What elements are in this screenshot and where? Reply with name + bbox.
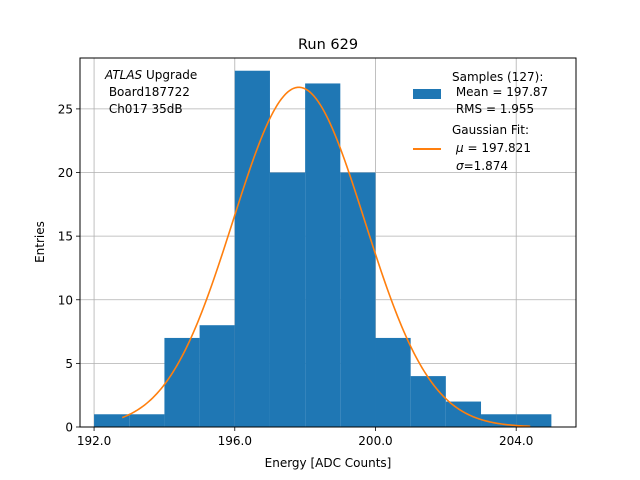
x-axis-label: Energy [ADC Counts] [265, 456, 392, 470]
annotation-line-2: Board187722 [105, 85, 190, 99]
annotation-line-3: Ch017 35dB [105, 102, 183, 116]
histogram-bar-6 [305, 83, 341, 427]
legend-histogram-title: Samples (127): [452, 70, 543, 84]
histogram-bar-8 [375, 337, 411, 427]
x-axis-ticks: 192.0 196.0 200.0 204.0 [77, 427, 533, 448]
annotation-line-1: ATLAS Upgrade [104, 68, 197, 82]
x-tick-label-3: 204.0 [499, 434, 533, 448]
histogram-bar-12 [516, 414, 552, 427]
histogram-bar-2 [164, 337, 200, 427]
y-tick-label-4: 20 [58, 166, 73, 180]
y-tick-label-1: 5 [65, 357, 73, 371]
y-tick-label-5: 25 [58, 102, 73, 116]
legend-fit-mu: μ = 197.821 [455, 141, 531, 155]
legend-sigma-value: =1.874 [464, 159, 508, 173]
x-tick-label-2: 200.0 [358, 434, 392, 448]
legend-sigma-symbol: σ [456, 159, 464, 173]
histogram-bar-3 [199, 325, 235, 427]
histogram-bar-10 [445, 401, 482, 427]
annotation-atlas: ATLAS [104, 68, 143, 82]
fit-curve [121, 86, 531, 428]
y-axis-label: Entries [33, 221, 47, 263]
annotation-upgrade: Upgrade [142, 68, 197, 82]
legend: Samples (127): Mean = 197.87 RMS = 1.955… [413, 70, 548, 173]
chart-title: Run 629 [298, 37, 358, 53]
legend-histogram-swatch [413, 89, 441, 99]
legend-mu-symbol: μ [455, 141, 464, 155]
histogram-bar-1 [129, 414, 165, 427]
legend-histogram-rms: RMS = 1.955 [452, 102, 534, 116]
histogram-bar-7 [340, 172, 376, 427]
legend-fit-sigma: σ=1.874 [456, 159, 508, 173]
annotation-box: ATLAS Upgrade Board187722 Ch017 35dB [104, 68, 197, 116]
x-tick-label-0: 192.0 [77, 434, 111, 448]
plot-frame [79, 57, 577, 428]
x-tick-label-1: 196.0 [218, 434, 252, 448]
y-tick-label-3: 15 [58, 230, 73, 244]
histogram-bar-11 [481, 414, 517, 427]
histogram-bar-4 [234, 70, 270, 428]
histogram-bar-0 [94, 414, 130, 427]
histogram-bar-5 [269, 172, 306, 427]
legend-histogram-mean: Mean = 197.87 [452, 85, 548, 99]
histogram-bar-9 [410, 376, 446, 427]
y-axis-ticks: 0 5 10 15 20 25 [58, 102, 80, 435]
y-tick-label-2: 10 [58, 293, 73, 307]
legend-mu-value: = 197.821 [464, 141, 531, 155]
gaussian-fit [121, 86, 531, 428]
legend-fit-title: Gaussian Fit: [452, 123, 529, 137]
y-tick-label-0: 0 [65, 421, 73, 435]
